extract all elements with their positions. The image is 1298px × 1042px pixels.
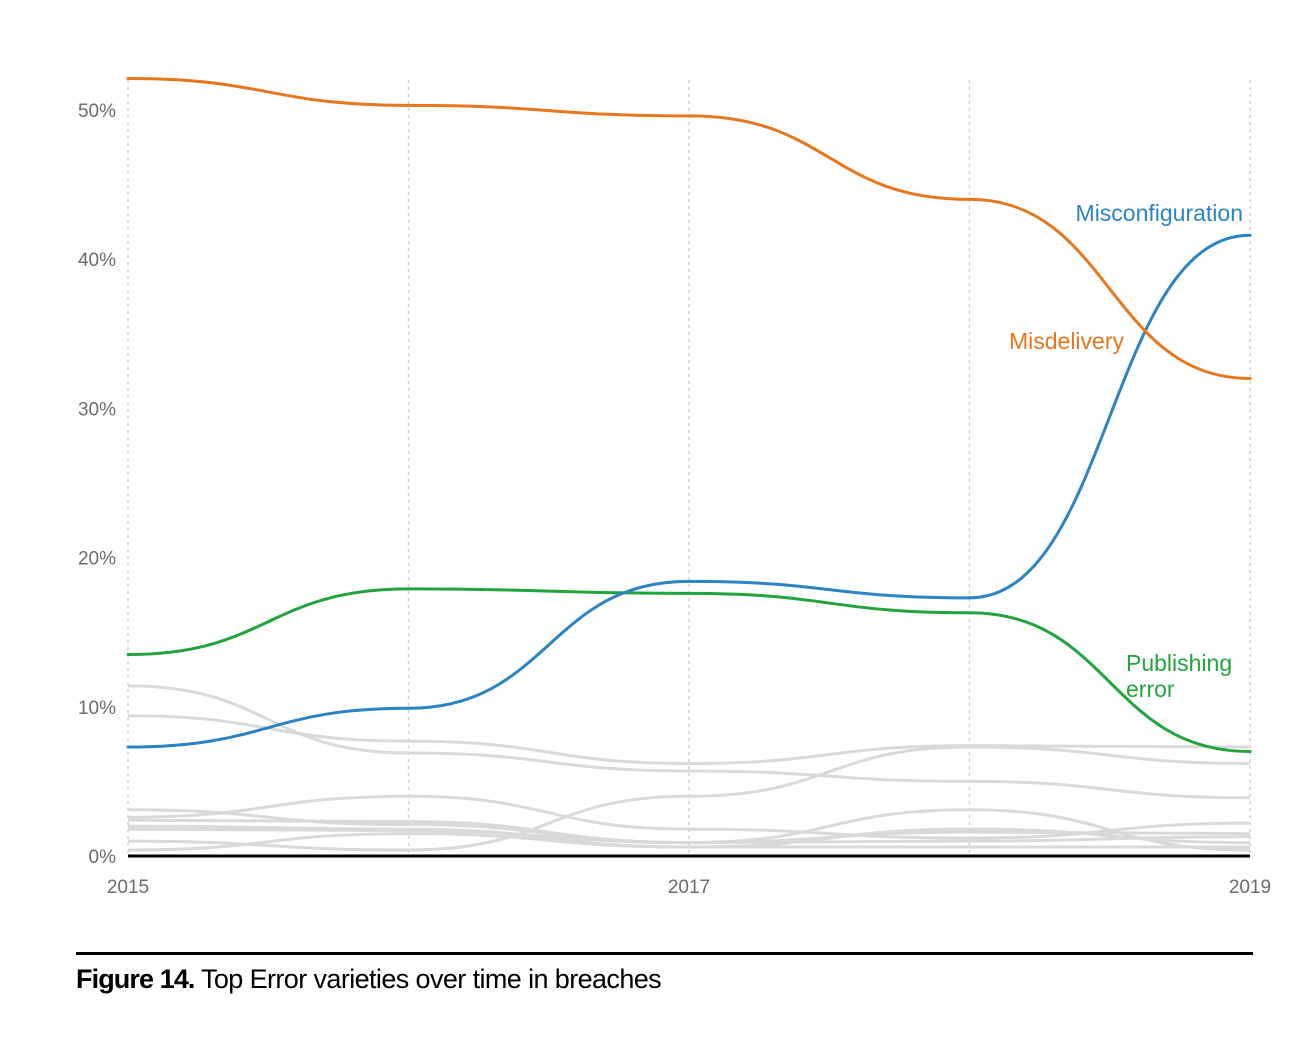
series-line-publishing-error	[126, 587, 1252, 754]
background-series-line-4	[127, 794, 1251, 840]
line-chart: 0% 10% 20% 30% 40% 50% 2015 2017 2019 Misdelive…	[78, 77, 1271, 898]
y-tick-label: 50%	[78, 101, 116, 122]
figure-number: Figure 14.	[76, 964, 195, 994]
series-label-misdelivery: Misdelivery	[1009, 328, 1125, 354]
background-series	[127, 684, 1251, 852]
y-tick-label: 20%	[78, 549, 116, 570]
x-tick-label: 2017	[668, 877, 710, 898]
y-tick-label: 10%	[78, 698, 116, 719]
series-labels: Misdelivery Misconfiguration Publishing err…	[1009, 200, 1243, 702]
series-line-misdelivery	[126, 77, 1252, 380]
x-axis: 2015 2017 2019	[107, 877, 1271, 898]
series-line-misconfiguration	[126, 233, 1252, 749]
background-series-line-9	[127, 832, 1250, 852]
x-tick-label: 2015	[107, 877, 149, 898]
figure-title: Top Error varieties over time in breache…	[200, 964, 662, 994]
series-label-publishing-error: Publishing error	[1126, 650, 1232, 702]
background-series-line-8	[127, 745, 1251, 852]
figure-caption: Figure 14. Top Error varieties over time…	[76, 964, 662, 995]
highlighted-series	[126, 77, 1252, 754]
y-tick-label: 30%	[78, 399, 116, 420]
background-series-line-7	[127, 827, 1251, 845]
grid-lines	[127, 80, 1251, 856]
background-series-line-2	[127, 714, 1251, 765]
y-tick-label: 40%	[78, 250, 116, 271]
series-label-misconfiguration: Misconfiguration	[1076, 200, 1243, 226]
x-tick-label: 2019	[1229, 877, 1271, 898]
caption-divider	[76, 952, 1253, 955]
y-axis: 0% 10% 20% 30% 40% 50%	[78, 101, 116, 868]
y-tick-label: 0%	[89, 847, 117, 868]
